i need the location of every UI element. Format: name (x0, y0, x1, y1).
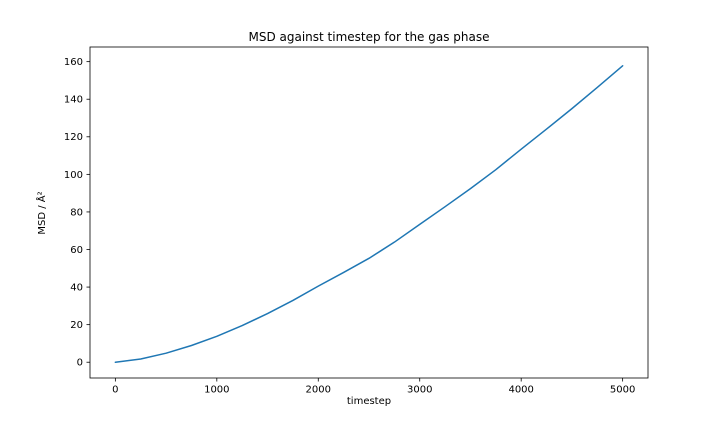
plot-area: 0 1000 2000 3000 4000 5000 0 20 40 60 80 100 120 140 1… (64, 46, 649, 396)
msd-series-line (114, 65, 624, 363)
y-tick-label: 140 (64, 95, 83, 106)
y-tick-label: 80 (70, 207, 83, 218)
y-tick-label: 0 (77, 358, 83, 369)
x-tick-label: 3000 (407, 385, 432, 396)
plot-border (89, 46, 649, 379)
x-axis-label: timestep (347, 396, 391, 407)
y-tick-label: 160 (64, 57, 83, 68)
y-axis-label: MSD / Å² (35, 191, 48, 234)
y-tick-label: 60 (70, 245, 83, 256)
chart-title: MSD against timestep for the gas phase (248, 30, 489, 44)
x-tick-label: 2000 (306, 385, 331, 396)
y-tick-label: 20 (70, 320, 83, 331)
x-tick-label: 1000 (204, 385, 229, 396)
x-tick-label: 4000 (508, 385, 533, 396)
x-tick-label: 5000 (610, 385, 635, 396)
y-tick-label: 100 (64, 170, 83, 181)
y-tick-label: 120 (64, 132, 83, 143)
x-tick-label: 0 (112, 385, 118, 396)
y-tick-label: 40 (70, 282, 83, 293)
